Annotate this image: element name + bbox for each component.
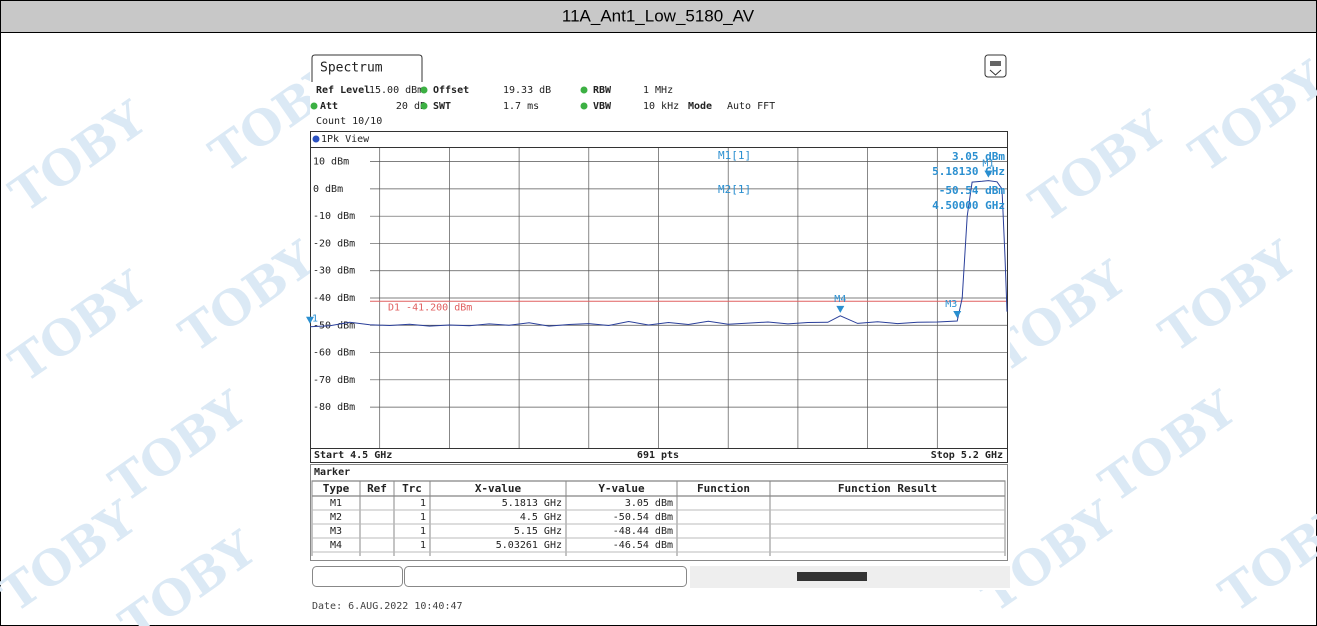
cell: -46.54 dBm (613, 540, 673, 551)
setting-label: Mode (688, 101, 712, 112)
cell: 5.1813 GHz (502, 498, 562, 509)
setting-value: 1.7 ms (503, 101, 539, 112)
marker (984, 170, 993, 178)
column-header: Function Result (838, 482, 937, 495)
date: Date: 6.AUG.2022 10:40:47 (312, 601, 463, 612)
display-line-label: D1 -41.200 dBm (388, 302, 472, 313)
start-label: Start 4.5 GHz (314, 450, 392, 461)
y-tick-label: -70 dBm (313, 375, 355, 386)
trace-dot (312, 135, 320, 143)
setting-label: Offset (433, 85, 469, 96)
plot-frame (310, 131, 1008, 463)
table-title: Marker (314, 467, 350, 478)
trace (309, 180, 1008, 328)
marker (306, 316, 314, 324)
cell: 1 (420, 498, 426, 509)
column-header: Ref (367, 482, 387, 495)
cell: 4.5 GHz (520, 512, 562, 523)
setting-value: 20 dB (396, 101, 426, 112)
setting-label: Att (320, 101, 338, 112)
cell: 3.05 dBm (625, 498, 673, 509)
points-label: 691 pts (637, 450, 679, 461)
readout-label: M2[1] (718, 183, 751, 196)
cell: 5.03261 GHz (496, 540, 562, 551)
setting-label: VBW (593, 101, 612, 112)
trace-name: 1 (312, 314, 318, 325)
y-tick-label: -50 dBm (313, 320, 355, 331)
tab-label: Spectrum (320, 61, 383, 76)
cell: 1 (420, 540, 426, 551)
view-label: 1Pk View (321, 134, 370, 145)
marker (836, 305, 845, 313)
readout-y: -50.54 dBm (939, 184, 1006, 197)
setting-label: Ref Level (316, 85, 370, 96)
cell: 5.15 GHz (514, 526, 562, 537)
column-header: X-value (475, 482, 522, 495)
y-tick-label: -60 dBm (313, 348, 355, 359)
cell: M2 (330, 512, 342, 523)
cell: -50.54 dBm (613, 512, 673, 523)
cell: M3 (330, 526, 342, 537)
y-tick-label: -40 dBm (313, 293, 355, 304)
setting-value: 1 MHz (643, 85, 673, 96)
y-tick-label: -10 dBm (313, 211, 355, 222)
column-header: Function (697, 482, 750, 495)
menu-icon (990, 61, 1001, 66)
column-header: Trc (402, 482, 422, 495)
marker-label: M1 (982, 159, 994, 170)
y-tick-label: -20 dBm (313, 238, 355, 249)
status-field[interactable] (312, 566, 403, 587)
menu-icon (989, 69, 1002, 76)
y-tick-label: 10 dBm (313, 157, 349, 168)
marker-table: Type Ref Trc X-value Y-value Function Function… (311, 480, 1006, 556)
readout-y: 3.05 dBm (952, 150, 1005, 163)
setting-value: 15.00 dBm (369, 85, 423, 96)
progress-bar (797, 572, 867, 581)
title-bar (0, 0, 1317, 33)
setting-label: RBW (593, 85, 612, 96)
setting-value: Auto FFT (727, 101, 775, 112)
column-header: Y-value (598, 482, 645, 495)
setting-value: 10 kHz (643, 101, 679, 112)
plot: 10 dBm 0 dBm -10 dBm -20 dBm -30 dBm -40 dBm -… (306, 148, 1008, 448)
readout-x: 5.18130 GHz (932, 165, 1005, 178)
readout-label: M1[1] (718, 149, 751, 162)
setting-label: SWT (433, 101, 451, 112)
status-dot (420, 86, 428, 94)
marker (953, 311, 962, 319)
readout-x: 4.50000 GHz (932, 199, 1005, 212)
marker-label: M3 (945, 299, 957, 310)
y-tick-label: -30 dBm (313, 266, 355, 277)
count: Count 10/10 (316, 116, 382, 127)
cell: M4 (330, 540, 342, 551)
cell: 1 (420, 526, 426, 537)
cell: 1 (420, 512, 426, 523)
status-dot (310, 102, 318, 110)
y-tick-label: -80 dBm (313, 402, 355, 413)
status-dot (580, 86, 588, 94)
title: 11A_Ant1_Low_5180_AV (562, 6, 755, 25)
marker-label: M4 (834, 294, 846, 305)
y-tick-label: 0 dBm (313, 184, 343, 195)
stop-label: Stop 5.2 GHz (931, 450, 1003, 461)
cell: M1 (330, 498, 342, 509)
tab[interactable] (311, 54, 423, 82)
column-header: Type (323, 482, 350, 495)
status-dot (420, 102, 428, 110)
status-field[interactable] (404, 566, 687, 587)
status-dot (580, 102, 588, 110)
setting-value: 19.33 dB (503, 85, 551, 96)
cell: -48.44 dBm (613, 526, 673, 537)
